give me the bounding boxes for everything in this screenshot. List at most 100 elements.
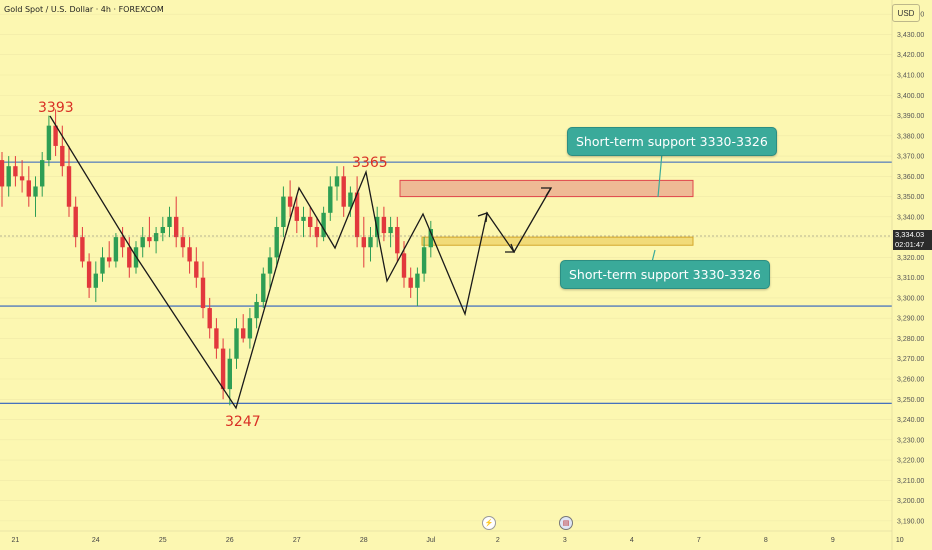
candle-body bbox=[53, 125, 58, 146]
candle-body bbox=[200, 277, 206, 309]
callout-bottom[interactable]: Short-term support 3330-3326 bbox=[560, 260, 770, 289]
price-tick-label: 3,430.00 bbox=[897, 32, 924, 39]
candle-body bbox=[60, 145, 65, 167]
candle-body bbox=[301, 216, 306, 221]
candle-body bbox=[214, 328, 219, 349]
candle-body bbox=[401, 253, 407, 278]
time-tick-label: 21 bbox=[12, 537, 20, 544]
time-tick-label: 9 bbox=[831, 537, 835, 544]
candle-body bbox=[174, 216, 179, 238]
time-tick-label: 4 bbox=[630, 537, 634, 544]
price-tick-label: 3,350.00 bbox=[897, 194, 924, 201]
candle-body bbox=[281, 196, 286, 227]
candle-body bbox=[120, 237, 125, 248]
time-tick-label: 27 bbox=[293, 537, 301, 544]
candle-body bbox=[408, 277, 413, 288]
price-tick-label: 3,400.00 bbox=[897, 93, 924, 100]
support-zone-box bbox=[421, 236, 694, 246]
candle-body bbox=[254, 301, 259, 319]
candle-body bbox=[314, 226, 320, 238]
candle-body bbox=[234, 328, 239, 359]
candle-body bbox=[428, 229, 433, 248]
wave-polyline bbox=[49, 115, 552, 410]
candle-body bbox=[287, 196, 293, 207]
time-tick-label: 2 bbox=[496, 537, 500, 544]
price-tick-label: 3,300.00 bbox=[897, 295, 924, 302]
candle-body bbox=[368, 237, 373, 248]
price-tick-label: 3,240.00 bbox=[897, 417, 924, 424]
time-axis[interactable]: 212425262728Jul2347891011121516171819 bbox=[0, 530, 932, 544]
candle-body bbox=[80, 237, 85, 262]
time-tick-label: 8 bbox=[764, 537, 768, 544]
candle-body bbox=[207, 308, 212, 329]
candle-body bbox=[73, 206, 78, 238]
price-annotation-label: 3365 bbox=[352, 155, 388, 171]
candle-body bbox=[66, 166, 72, 207]
lightning-icon[interactable]: ⚡ bbox=[482, 516, 496, 530]
candle-body bbox=[127, 247, 132, 268]
us-flag-icon[interactable]: ▤ bbox=[559, 516, 573, 530]
candle-body bbox=[334, 176, 340, 187]
price-tick-label: 3,270.00 bbox=[897, 356, 924, 363]
candle-body bbox=[241, 328, 246, 339]
price-tick-label: 3,250.00 bbox=[897, 397, 924, 404]
candle-body bbox=[267, 257, 273, 274]
candle-body bbox=[321, 212, 326, 238]
candle-body bbox=[381, 216, 387, 234]
price-tick-label: 3,200.00 bbox=[897, 498, 924, 505]
candle-body bbox=[388, 226, 393, 234]
candle-body bbox=[348, 192, 353, 207]
time-tick-label: 3 bbox=[563, 537, 567, 544]
price-tick-label: 3,380.00 bbox=[897, 133, 924, 140]
price-tick-label: 3,390.00 bbox=[897, 113, 924, 120]
candlesticks bbox=[0, 109, 433, 406]
price-tick-label: 3,290.00 bbox=[897, 316, 924, 323]
candle-body bbox=[147, 237, 152, 242]
candle-body bbox=[247, 318, 253, 339]
candle-body bbox=[100, 257, 105, 274]
time-tick-label: Jul bbox=[426, 537, 435, 544]
price-tick-label: 3,340.00 bbox=[897, 214, 924, 221]
candle-body bbox=[261, 273, 266, 302]
candle-body bbox=[328, 186, 333, 213]
candle-body bbox=[0, 160, 5, 187]
support-zones[interactable] bbox=[399, 179, 694, 246]
chart-grid bbox=[0, 13, 892, 522]
callout-top[interactable]: Short-term support 3330-3326 bbox=[567, 127, 777, 156]
candle-body bbox=[180, 237, 186, 248]
time-tick-label: 7 bbox=[697, 537, 701, 544]
time-tick-label: 25 bbox=[159, 537, 167, 544]
price-annotations: 3393 3365 3247 bbox=[38, 100, 388, 430]
candle-body bbox=[308, 216, 313, 227]
candle-body bbox=[274, 226, 279, 258]
candle-body bbox=[220, 348, 226, 390]
symbol-title[interactable]: Gold Spot / U.S. Dollar · 4h · FOREXCOM bbox=[4, 5, 164, 14]
candle-body bbox=[421, 247, 427, 274]
bar-countdown: 02:01:47 bbox=[895, 240, 925, 249]
price-annotation-label: 3393 bbox=[38, 100, 74, 116]
candle-body bbox=[415, 273, 420, 288]
time-tick-label: 24 bbox=[92, 537, 100, 544]
horizontal-levels bbox=[0, 161, 892, 404]
price-tick-label: 3,370.00 bbox=[897, 154, 924, 161]
candle-body bbox=[26, 180, 31, 197]
candle-body bbox=[93, 273, 98, 288]
candle-body bbox=[361, 237, 366, 248]
candle-body bbox=[40, 160, 45, 187]
candle-body bbox=[13, 166, 18, 177]
price-tick-label: 3,230.00 bbox=[897, 437, 924, 444]
candle-body bbox=[395, 226, 400, 254]
callout-top-pointer bbox=[657, 152, 663, 198]
candle-body bbox=[341, 176, 346, 207]
price-tick-label: 3,420.00 bbox=[897, 52, 924, 59]
price-axis-bg bbox=[892, 0, 932, 550]
candle-body bbox=[86, 261, 92, 288]
currency-badge[interactable]: USD bbox=[892, 4, 920, 22]
candle-body bbox=[187, 247, 192, 262]
time-tick-label: 28 bbox=[360, 537, 368, 544]
price-tick-label: 3,360.00 bbox=[897, 174, 924, 181]
price-axis[interactable]: 3,190.00 3,200.00 3,210.00 3,220.00 3,230.00… bbox=[891, 0, 932, 550]
wave-arrowhead-mid bbox=[477, 212, 488, 223]
last-price-tag: 3,334.03 02:01:47 bbox=[893, 230, 932, 250]
